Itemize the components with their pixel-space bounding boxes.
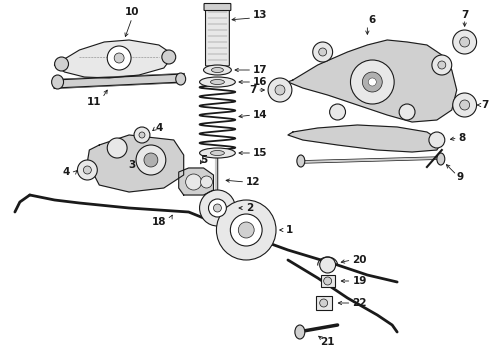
Circle shape [368,78,376,86]
Text: 8: 8 [459,133,466,143]
Ellipse shape [211,80,224,85]
Ellipse shape [199,77,235,87]
Circle shape [214,204,221,212]
Text: 7: 7 [482,100,489,110]
Text: 1: 1 [286,225,293,235]
Circle shape [275,85,285,95]
Circle shape [77,160,98,180]
Circle shape [429,132,445,148]
Ellipse shape [295,325,305,339]
Text: 4: 4 [156,123,163,133]
Polygon shape [288,125,442,152]
Circle shape [330,104,345,120]
Text: 20: 20 [352,255,367,265]
Ellipse shape [51,75,64,89]
Circle shape [114,53,124,63]
Text: 22: 22 [352,298,367,308]
Text: 19: 19 [352,276,367,286]
Circle shape [363,72,382,92]
Circle shape [324,277,332,285]
Polygon shape [54,40,174,78]
Text: 14: 14 [253,110,268,120]
Ellipse shape [199,148,235,158]
Circle shape [432,55,452,75]
Text: 17: 17 [253,65,268,75]
Polygon shape [288,40,457,122]
Circle shape [162,50,176,64]
Text: 4: 4 [63,167,70,177]
Circle shape [199,190,235,226]
Circle shape [238,222,254,238]
Ellipse shape [176,73,186,85]
Text: 5: 5 [200,155,207,165]
Polygon shape [87,135,184,192]
Text: 7: 7 [461,10,468,20]
Circle shape [217,200,276,260]
Circle shape [318,48,327,56]
Ellipse shape [297,155,305,167]
Circle shape [460,37,469,47]
Text: 21: 21 [320,337,335,347]
FancyBboxPatch shape [205,9,229,66]
Text: 11: 11 [87,97,101,107]
Circle shape [230,214,262,246]
Circle shape [319,257,336,273]
Text: 16: 16 [253,77,268,87]
Ellipse shape [437,153,445,165]
Bar [320,275,335,287]
Circle shape [134,127,150,143]
Circle shape [453,30,477,54]
Text: 6: 6 [368,15,376,25]
Circle shape [83,166,91,174]
Circle shape [186,174,201,190]
Circle shape [350,60,394,104]
Circle shape [399,104,415,120]
Ellipse shape [203,65,231,75]
Circle shape [313,42,333,62]
Circle shape [438,61,446,69]
Circle shape [144,153,158,167]
Polygon shape [54,74,184,88]
Ellipse shape [212,68,223,72]
Circle shape [209,199,226,217]
Circle shape [200,176,213,188]
Text: 15: 15 [253,148,268,158]
Circle shape [268,78,292,102]
Text: 7: 7 [249,85,256,95]
Circle shape [319,299,328,307]
Text: 2: 2 [246,203,253,213]
Circle shape [107,138,127,158]
Text: 10: 10 [125,7,139,17]
Text: 18: 18 [151,217,166,227]
Text: 13: 13 [253,10,268,20]
Circle shape [107,46,131,70]
FancyBboxPatch shape [204,4,231,10]
Circle shape [453,93,477,117]
Text: 9: 9 [457,172,464,182]
Circle shape [54,57,69,71]
Circle shape [136,145,166,175]
Ellipse shape [211,150,224,156]
Bar [316,296,332,310]
Text: 12: 12 [246,177,261,187]
Circle shape [460,100,469,110]
Text: 3: 3 [128,160,136,170]
Circle shape [139,132,145,138]
Polygon shape [179,168,214,195]
